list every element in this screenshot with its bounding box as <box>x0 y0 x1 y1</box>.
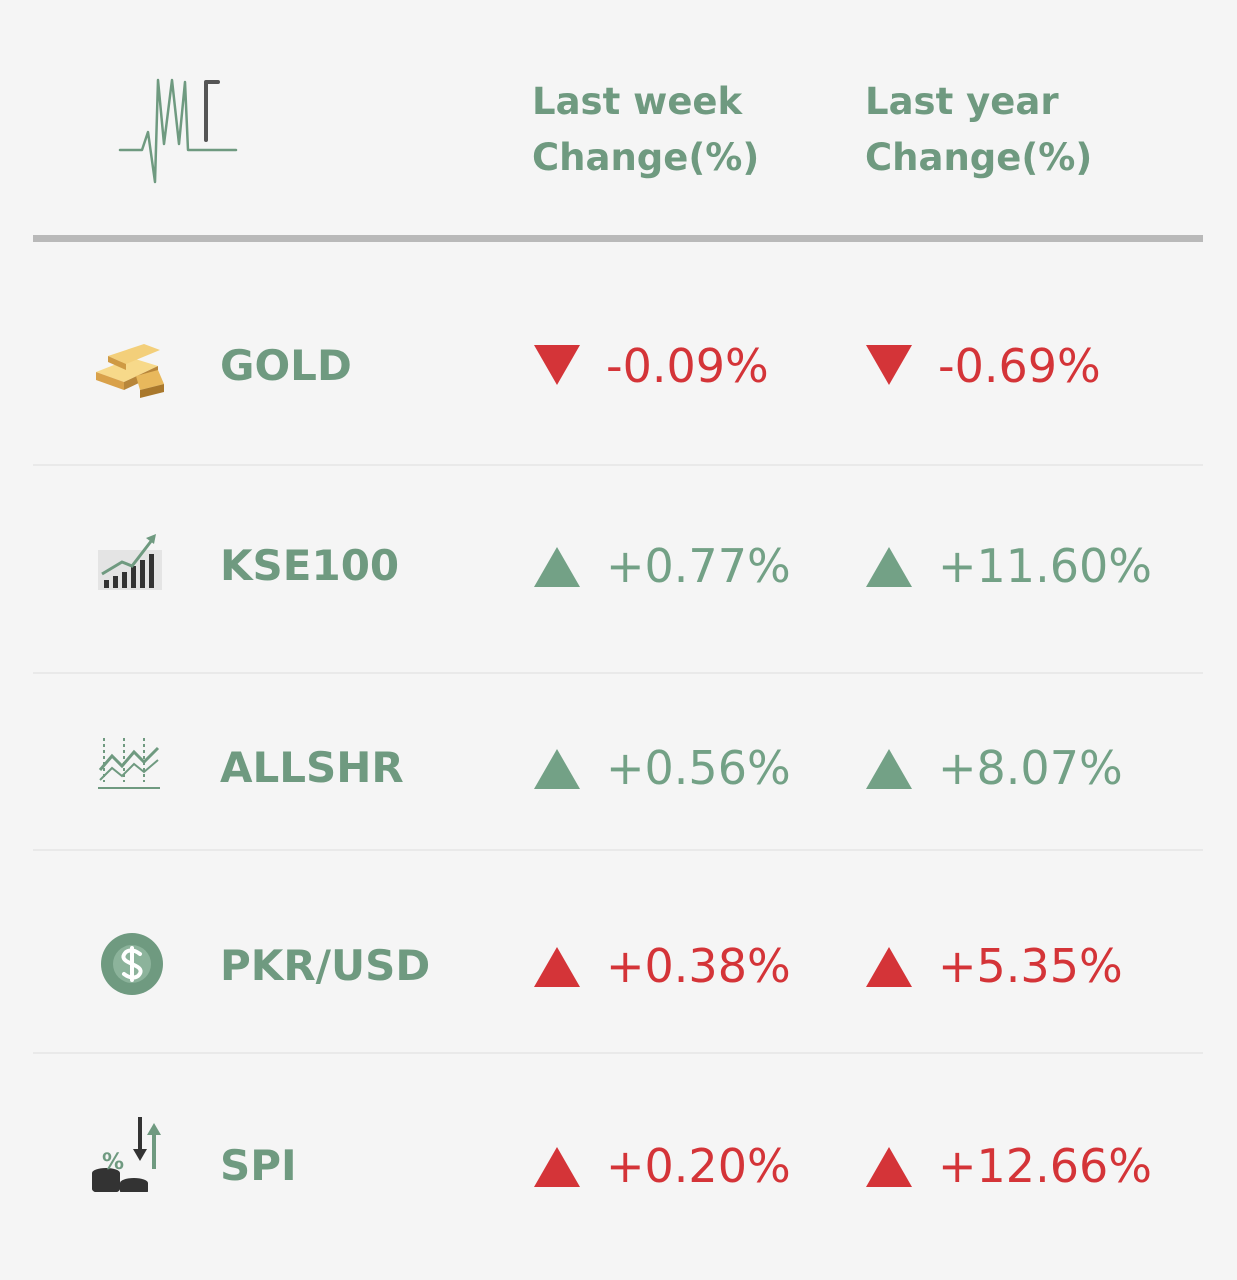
up-triangle-icon <box>534 547 580 587</box>
header-last-week-line1: Last week <box>532 80 743 123</box>
down-triangle-icon <box>866 345 912 385</box>
up-triangle-icon <box>866 547 912 587</box>
amp-logo <box>118 78 238 184</box>
change-value: +11.60% <box>938 539 1152 593</box>
table-row-kse100: KSE100 +0.77% +11.60% <box>0 526 1237 606</box>
change-value: -0.09% <box>606 339 769 393</box>
asset-name: KSE100 <box>220 541 400 590</box>
percent-coins-icon: % <box>92 1117 161 1192</box>
down-triangle-icon <box>534 345 580 385</box>
up-triangle-icon <box>534 1147 580 1187</box>
up-triangle-icon <box>866 749 912 789</box>
header-last-week-line2: Change(%) <box>532 136 760 179</box>
svg-text:%: % <box>102 1150 124 1175</box>
change-value: +8.07% <box>938 741 1123 795</box>
table-row-allshr: ALLSHR +0.56% +8.07% <box>0 728 1237 808</box>
header-divider <box>33 235 1203 242</box>
asset-name: GOLD <box>220 341 352 390</box>
asset-name: PKR/USD <box>220 941 431 990</box>
change-value: -0.69% <box>938 339 1101 393</box>
dollar-coin-icon <box>101 933 163 995</box>
row-divider <box>33 849 1203 851</box>
change-value: +0.56% <box>606 741 791 795</box>
table-row-pkr-usd: PKR/USD +0.38% +5.35% <box>0 926 1237 1006</box>
up-triangle-icon <box>534 749 580 789</box>
header-last-week: Last week Change(%) <box>532 74 759 186</box>
row-divider <box>33 464 1203 466</box>
change-value: +5.35% <box>938 939 1123 993</box>
up-triangle-icon <box>866 947 912 987</box>
header-last-year: Last year Change(%) <box>865 74 1092 186</box>
change-value: +0.77% <box>606 539 791 593</box>
gold-bars-icon <box>96 344 164 398</box>
row-divider <box>33 672 1203 674</box>
line-chart-icon <box>98 738 160 789</box>
table-row-gold: GOLD -0.09% -0.69% <box>0 326 1237 406</box>
up-triangle-icon <box>534 947 580 987</box>
change-value: +0.20% <box>606 1139 791 1193</box>
change-value: +12.66% <box>938 1139 1152 1193</box>
header-last-year-line2: Change(%) <box>865 136 1093 179</box>
asset-name: SPI <box>220 1141 297 1190</box>
change-value: +0.38% <box>606 939 791 993</box>
rising-bar-chart-icon <box>98 534 162 590</box>
asset-name: ALLSHR <box>220 743 404 792</box>
row-divider <box>33 1052 1203 1054</box>
header-last-year-line1: Last year <box>865 80 1059 123</box>
table-row-spi: % SPI +0.20% +12.66% <box>0 1117 1237 1206</box>
up-triangle-icon <box>866 1147 912 1187</box>
